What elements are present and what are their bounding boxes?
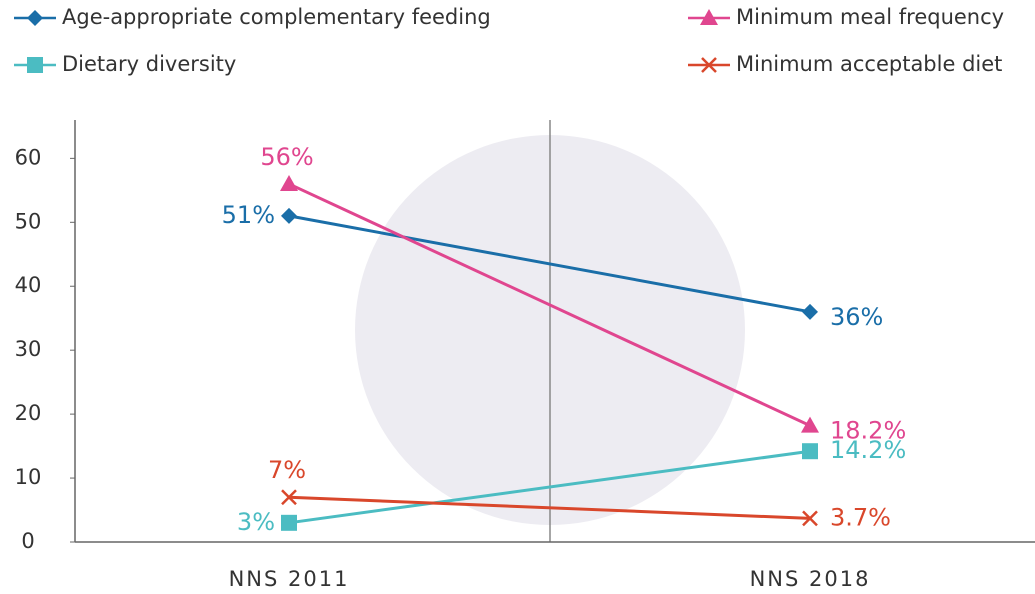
y-tick-label: 10 [15,465,42,489]
data-point [281,515,297,531]
y-tick-label: 0 [21,529,34,553]
y-tick-label: 20 [15,401,42,425]
y-tick-label: 30 [15,337,42,361]
y-tick-label: 40 [15,273,42,297]
data-label: 3.7% [830,503,891,531]
data-point [280,175,298,191]
data-label: 7% [268,456,306,484]
legend-label: Age-appropriate complementary feeding [62,5,491,29]
data-label: 3% [237,508,275,536]
data-label: 36% [830,303,883,331]
x-tick-label: NNS 2018 [750,567,871,591]
legend-marker [27,57,43,73]
data-point [801,417,819,433]
data-label: 56% [260,143,313,171]
data-point [802,304,818,320]
legend-label: Dietary diversity [62,52,236,76]
chart: 0 10 20 30 40 50 60 NNS 2011 NNS 2018 51% 36% Age-a… [0,0,1035,594]
data-label: 51% [222,201,275,229]
data-label: 14.2% [830,436,906,464]
legend-marker [27,10,43,26]
data-point [802,443,818,459]
y-tick-label: 50 [15,209,42,233]
y-tick-label: 60 [15,145,42,169]
x-tick-label: NNS 2011 [229,567,350,591]
data-point [281,208,297,224]
legend-label: Minimum acceptable diet [736,52,1002,76]
legend-label: Minimum meal frequency [736,5,1004,29]
